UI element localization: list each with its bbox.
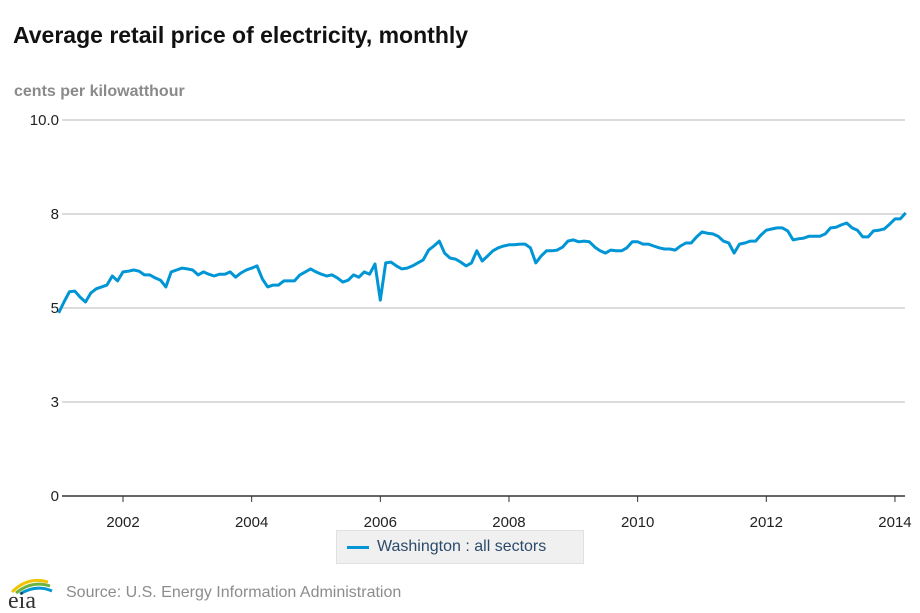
y-axis-label: cents per kilowatthour [14, 83, 185, 100]
y-tick-label: 8 [51, 206, 59, 223]
eia-logo: eia [8, 578, 53, 612]
y-tick-label: 10.0 [30, 112, 59, 129]
legend-swatch [347, 545, 369, 549]
chart-title: Average retail price of electricity, mon… [13, 22, 469, 48]
y-tick-label: 0 [51, 488, 59, 505]
series-line [57, 211, 907, 314]
x-tick-label: 2004 [235, 514, 268, 531]
x-tick-label: 2006 [364, 514, 397, 531]
x-tick-label: 2008 [492, 514, 525, 531]
svg-text:eia: eia [8, 588, 36, 612]
source-note: Source: U.S. Energy Information Administ… [66, 584, 402, 601]
x-tick-label: 2010 [621, 514, 654, 531]
x-tick-label: 2002 [106, 514, 139, 531]
y-tick-label: 5 [51, 300, 59, 317]
y-tick-label: 3 [51, 394, 59, 411]
x-tick-label: 2014 [878, 514, 911, 531]
legend[interactable]: Washington : all sectors [336, 530, 584, 564]
legend-label: Washington : all sectors [377, 538, 547, 555]
x-tick-label: 2012 [750, 514, 783, 531]
